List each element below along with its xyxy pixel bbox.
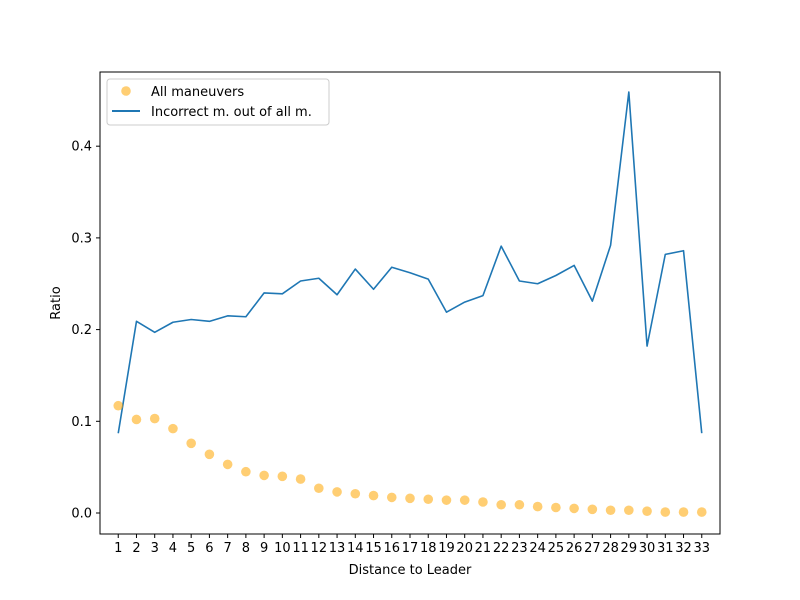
x-tick-label: 23 [511,541,528,556]
legend-marker-all-maneuvers [121,86,131,96]
x-tick-label: 5 [187,541,195,556]
x-tick-label: 33 [693,541,710,556]
data-point-all-maneuvers [514,499,525,510]
x-tick-label: 12 [311,541,328,556]
data-point-all-maneuvers [459,495,470,505]
data-point-all-maneuvers [532,501,543,512]
x-tick-label: 4 [169,541,177,556]
x-tick-label: 6 [205,541,213,556]
data-point-all-maneuvers [222,459,233,470]
data-point-all-maneuvers [478,497,488,507]
x-tick-label: 29 [621,541,638,556]
data-point-all-maneuvers [295,474,306,484]
data-point-all-maneuvers [241,466,251,477]
y-tick-label: 0.1 [71,415,92,430]
x-tick-label: 25 [548,541,565,556]
x-tick-label: 30 [639,541,656,556]
data-point-all-maneuvers [642,506,652,516]
y-tick-label: 0.0 [71,507,92,522]
x-tick-label: 20 [456,541,473,556]
x-tick-label: 31 [657,541,674,556]
series-layer [113,91,707,517]
data-point-all-maneuvers [386,492,397,503]
data-point-all-maneuvers [332,487,342,497]
data-point-all-maneuvers [441,495,452,505]
legend-label-all-maneuvers: All maneuvers [151,85,244,100]
data-point-all-maneuvers [496,499,506,510]
data-point-all-maneuvers [605,505,616,516]
data-point-all-maneuvers [314,483,324,494]
x-tick-label: 26 [566,541,583,556]
x-tick-label: 21 [475,541,492,556]
data-point-all-maneuvers [186,438,196,449]
x-tick-label: 27 [584,541,601,556]
data-point-all-maneuvers [368,490,379,501]
data-point-all-maneuvers [569,503,579,514]
x-tick-label: 7 [224,541,232,556]
x-tick-label: 19 [438,541,455,556]
data-point-all-maneuvers [131,414,142,425]
x-tick-label: 9 [260,541,268,556]
legend-label-incorrect-maneuvers: Incorrect m. out of all m. [151,105,312,120]
plot-area [100,72,720,534]
data-point-all-maneuvers [204,449,215,460]
x-tick-label: 17 [402,541,419,556]
data-point-all-maneuvers [350,488,361,499]
legend: All maneuvers Incorrect m. out of all m. [106,78,330,126]
data-point-all-maneuvers [660,507,671,517]
data-point-all-maneuvers [405,493,415,504]
x-axis-ticks: 1 2 3 4 5 6 7 8 9 10 11 12 13 14 15 16 17 18 19 20 21 22 23 24 2… [114,534,710,556]
legend-box [106,78,330,126]
data-point-all-maneuvers [423,494,434,505]
x-tick-label: 11 [292,541,309,556]
x-tick-label: 1 [114,541,122,556]
x-tick-label: 18 [420,541,437,556]
x-tick-label: 28 [602,541,619,556]
x-tick-label: 10 [274,541,291,556]
x-tick-label: 13 [329,541,346,556]
y-axis-ticks: 0.0 0.1 0.2 0.3 0.4 [71,140,100,522]
data-point-all-maneuvers [168,423,178,434]
data-point-all-maneuvers [678,507,689,517]
data-point-all-maneuvers [551,502,561,513]
x-tick-label: 16 [383,541,400,556]
x-tick-label: 3 [151,541,159,556]
y-tick-label: 0.4 [71,140,92,155]
y-tick-label: 0.3 [71,231,92,246]
data-point-all-maneuvers [624,505,634,516]
data-point-all-maneuvers [587,504,598,515]
x-tick-label: 22 [493,541,510,556]
data-point-all-maneuvers [113,400,124,411]
x-axis-label: Distance to Leader [349,563,472,578]
data-point-all-maneuvers [277,471,288,482]
data-point-all-maneuvers [259,470,269,481]
plot-frame [99,71,721,535]
data-point-all-maneuvers [149,413,160,424]
x-tick-label: 24 [529,541,546,556]
x-tick-label: 32 [675,541,692,556]
data-point-all-maneuvers [696,507,707,517]
x-tick-label: 2 [132,541,140,556]
series-line-incorrect-m-out-of-all-m [117,91,703,434]
y-tick-label: 0.2 [71,323,92,338]
x-tick-label: 15 [365,541,382,556]
x-tick-label: 8 [242,541,250,556]
y-axis-label: Ratio [49,286,64,319]
x-tick-label: 14 [347,541,364,556]
